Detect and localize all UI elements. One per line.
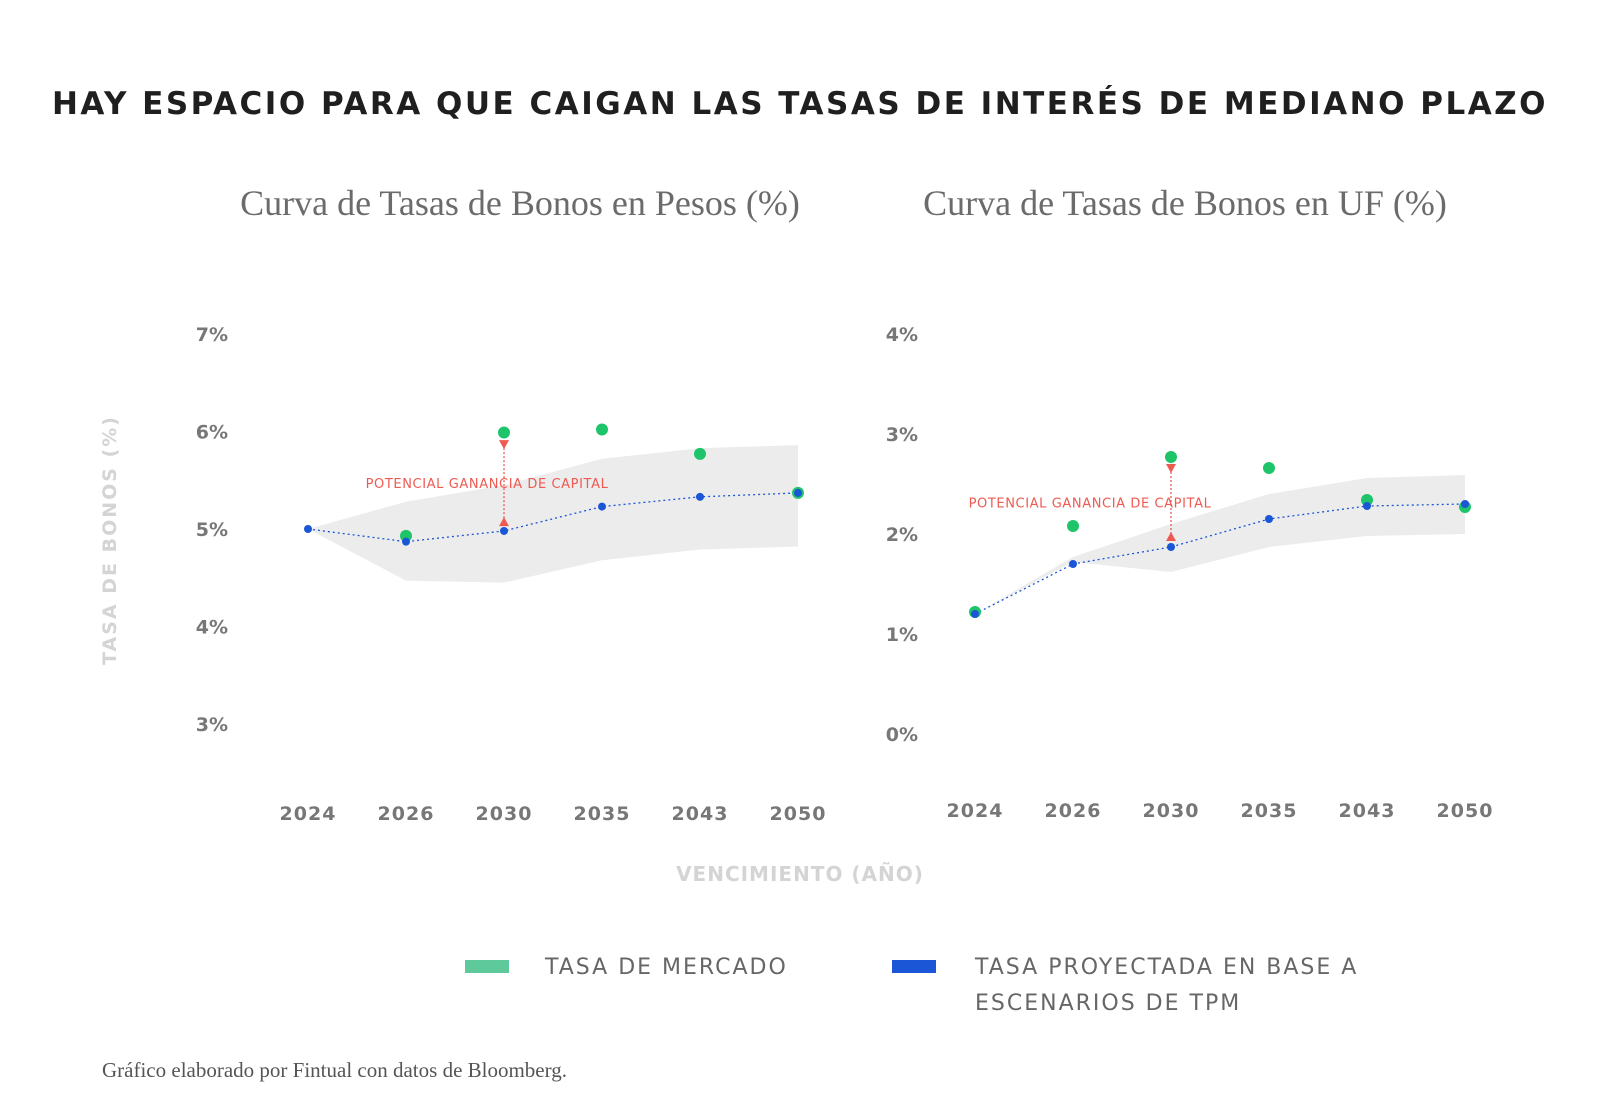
y-tick-label: 7% (196, 324, 228, 346)
x-tick-label: 2043 (672, 803, 729, 825)
annotation-label: POTENCIAL GANANCIA DE CAPITAL (969, 497, 1212, 512)
market-rate-point (596, 423, 608, 436)
source-note: Gráfico elaborado por Fintual con datos … (102, 1058, 567, 1082)
chart-title-pesos: Curva de Tasas de Bonos en Pesos (%) (240, 183, 800, 223)
projected-rate-point (1461, 500, 1469, 508)
x-tick-label: 2043 (1339, 800, 1396, 822)
y-tick-label: 3% (196, 714, 228, 736)
projected-rate-point (402, 537, 410, 546)
x-tick-label: 2030 (1143, 800, 1200, 822)
projected-rate-point (598, 502, 606, 511)
market-rate-point (400, 529, 412, 542)
legend-label-market: TASA DE MERCADO (545, 955, 788, 980)
x-tick-label: 2024 (280, 803, 337, 825)
legend-swatch-market (465, 960, 509, 973)
projected-rate-point (1363, 502, 1371, 510)
market-rate-point (1361, 494, 1373, 506)
market-rate-point (1165, 451, 1177, 463)
x-tick-label: 2026 (378, 803, 435, 825)
chart-panel-uf: 0% 1% 2% 3% 4% 2024 2026 2030 2035 2043 2050 POTENC… (886, 324, 1494, 822)
projected-rate-point (696, 492, 704, 501)
annotation-arrow-up (499, 517, 509, 527)
chart-title-uf: Curva de Tasas de Bonos en UF (%) (923, 183, 1447, 223)
annotation-arrow-down (499, 440, 509, 450)
legend-label-projected: TASA PROYECTADA EN BASE A ESCENARIOS DE … (975, 955, 1359, 1016)
projected-rate-point (971, 610, 979, 618)
projected-rate-point (1167, 543, 1175, 551)
y-axis-label: TASA DE BONOS (%) (99, 415, 121, 665)
y-tick-label: 1% (886, 624, 918, 646)
main-title: HAY ESPACIO PARA QUE CAIGAN LAS TASAS DE… (51, 86, 1549, 122)
market-rate-point (1263, 462, 1275, 474)
y-tick-label: 5% (196, 519, 228, 541)
chart-panel-pesos: 3% 4% 5% 6% 7% 2024 2026 2030 2035 2043 2050 POTENC… (196, 324, 827, 825)
projected-line (974, 503, 1466, 615)
projected-rate-point (1069, 560, 1077, 568)
projected-rate-point (1265, 515, 1273, 523)
y-tick-label: 4% (886, 324, 918, 346)
x-tick-label: 2026 (1045, 800, 1102, 822)
annotation-arrow-down (1166, 464, 1176, 473)
market-rate-point (694, 447, 706, 460)
y-tick-label: 2% (886, 524, 918, 546)
projected-rate-point (794, 488, 802, 497)
x-tick-label: 2030 (476, 803, 533, 825)
market-rate-point (498, 426, 510, 439)
x-tick-label: 2035 (574, 803, 631, 825)
projected-rate-point (304, 525, 312, 533)
projected-rate-point (500, 526, 508, 535)
y-tick-label: 6% (196, 422, 228, 444)
x-tick-label: 2050 (770, 803, 827, 825)
annotation-label: POTENCIAL GANANCIA DE CAPITAL (366, 477, 609, 492)
y-tick-label: 0% (886, 724, 918, 746)
y-tick-label: 4% (196, 617, 228, 639)
legend-swatch-projected (892, 960, 936, 973)
x-tick-label: 2024 (947, 800, 1004, 822)
x-axis-label: VENCIMIENTO (AÑO) (676, 862, 924, 886)
y-tick-label: 3% (886, 424, 918, 446)
x-tick-label: 2035 (1241, 800, 1298, 822)
annotation-arrow-up (1166, 532, 1176, 541)
x-tick-label: 2050 (1437, 800, 1494, 822)
market-rate-point (1067, 520, 1079, 532)
projection-band (308, 445, 798, 583)
